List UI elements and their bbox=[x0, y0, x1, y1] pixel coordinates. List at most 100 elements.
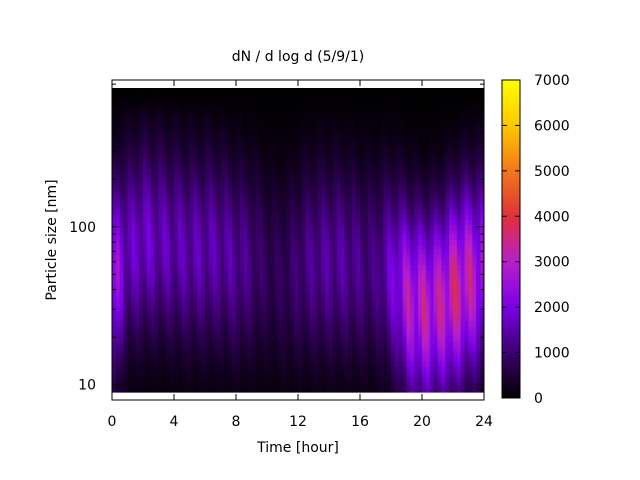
heatmap-cell bbox=[232, 361, 237, 368]
heatmap-cell bbox=[115, 88, 121, 94]
heatmap-cell bbox=[127, 199, 132, 206]
heatmap-cell bbox=[236, 290, 241, 297]
heatmap-cell bbox=[212, 245, 218, 251]
heatmap-cell bbox=[185, 366, 191, 373]
heatmap-cell bbox=[220, 108, 225, 114]
heatmap-cell bbox=[379, 250, 384, 256]
heatmap-cell bbox=[127, 88, 132, 94]
heatmap-cell bbox=[115, 250, 121, 256]
heatmap-cell bbox=[228, 270, 233, 277]
heatmap-cell bbox=[236, 280, 241, 287]
heatmap-cell bbox=[239, 295, 245, 302]
heatmap-cell bbox=[301, 103, 307, 109]
heatmap-cell bbox=[352, 321, 357, 327]
heatmap-cell bbox=[143, 386, 148, 393]
heatmap-cell bbox=[243, 98, 249, 104]
heatmap-cell bbox=[232, 351, 237, 358]
heatmap-cell bbox=[329, 88, 334, 94]
heatmap-cell bbox=[216, 326, 222, 332]
heatmap-cell bbox=[243, 133, 249, 140]
heatmap-cell bbox=[429, 346, 435, 353]
heatmap-cell bbox=[270, 361, 276, 368]
heatmap-cell bbox=[232, 189, 237, 195]
heatmap-cell bbox=[259, 366, 264, 373]
heatmap-cell bbox=[236, 234, 241, 241]
heatmap-cell bbox=[236, 229, 241, 236]
heatmap-cell bbox=[313, 305, 318, 312]
heatmap-cell bbox=[336, 88, 342, 94]
heatmap-cell bbox=[201, 331, 206, 337]
heatmap-cell bbox=[406, 169, 411, 175]
heatmap-cell bbox=[356, 356, 361, 363]
heatmap-cell bbox=[224, 376, 229, 383]
heatmap-cell bbox=[212, 133, 218, 140]
heatmap-cell bbox=[146, 321, 152, 327]
heatmap-cell bbox=[205, 174, 210, 180]
heatmap-cell bbox=[329, 295, 334, 302]
heatmap-cell bbox=[375, 179, 380, 185]
heatmap-cell bbox=[406, 366, 411, 373]
heatmap-cell bbox=[305, 245, 311, 251]
heatmap-cell bbox=[119, 103, 125, 109]
heatmap-cell bbox=[286, 386, 291, 393]
heatmap-cell bbox=[189, 113, 194, 119]
heatmap-cell bbox=[309, 189, 315, 195]
heatmap-cell bbox=[348, 386, 353, 393]
heatmap-cell bbox=[228, 285, 233, 292]
heatmap-cell bbox=[243, 371, 249, 378]
heatmap-cell bbox=[212, 219, 218, 226]
heatmap-cell bbox=[321, 341, 326, 347]
heatmap-cell bbox=[174, 245, 179, 251]
heatmap-cell bbox=[313, 371, 318, 378]
heatmap-cell bbox=[336, 371, 342, 378]
heatmap-cell bbox=[383, 189, 388, 195]
heatmap-cell bbox=[391, 290, 396, 297]
heatmap-cell bbox=[143, 366, 148, 373]
heatmap-cell bbox=[154, 351, 160, 358]
heatmap-cell bbox=[329, 250, 334, 256]
heatmap-cell bbox=[197, 164, 202, 170]
heatmap-cell bbox=[340, 300, 346, 307]
heatmap-cell bbox=[146, 295, 152, 302]
heatmap-cell bbox=[356, 341, 361, 347]
heatmap-cell bbox=[131, 113, 136, 119]
heatmap-cell bbox=[391, 224, 396, 231]
heatmap-cell bbox=[398, 224, 404, 231]
heatmap-cell bbox=[375, 366, 380, 373]
heatmap-cell bbox=[251, 270, 256, 277]
heatmap-cell bbox=[418, 153, 423, 160]
heatmap-cell bbox=[286, 245, 291, 251]
heatmap-cell bbox=[418, 361, 423, 368]
heatmap-cell bbox=[189, 93, 194, 99]
heatmap-cell bbox=[220, 341, 225, 347]
heatmap-cell bbox=[429, 336, 435, 342]
heatmap-cell bbox=[391, 184, 396, 190]
heatmap-cell bbox=[127, 316, 132, 322]
heatmap-cell bbox=[383, 371, 388, 378]
heatmap-cell bbox=[115, 113, 121, 119]
heatmap-cell bbox=[394, 321, 400, 327]
heatmap-cell bbox=[414, 184, 419, 190]
heatmap-cell bbox=[185, 255, 191, 261]
heatmap-cell bbox=[429, 386, 435, 393]
heatmap-cell bbox=[294, 346, 299, 353]
heatmap-cell bbox=[286, 290, 291, 297]
heatmap-cell bbox=[313, 255, 318, 261]
heatmap-cell bbox=[162, 204, 167, 211]
heatmap-cell bbox=[181, 310, 187, 317]
heatmap-cell bbox=[139, 123, 144, 130]
heatmap-cell bbox=[398, 229, 404, 236]
heatmap-cell bbox=[177, 351, 183, 358]
heatmap-cell bbox=[410, 290, 415, 297]
heatmap-cell bbox=[115, 189, 121, 195]
heatmap-cell bbox=[251, 361, 256, 368]
heatmap-cell bbox=[228, 361, 233, 368]
heatmap-cell bbox=[216, 133, 222, 140]
heatmap-cell bbox=[363, 240, 369, 246]
heatmap-cell bbox=[228, 138, 233, 145]
heatmap-cell bbox=[236, 199, 241, 206]
heatmap-cell bbox=[115, 123, 121, 130]
heatmap-cell bbox=[329, 341, 334, 347]
heatmap-cell bbox=[259, 199, 264, 206]
heatmap-cell bbox=[429, 310, 435, 317]
